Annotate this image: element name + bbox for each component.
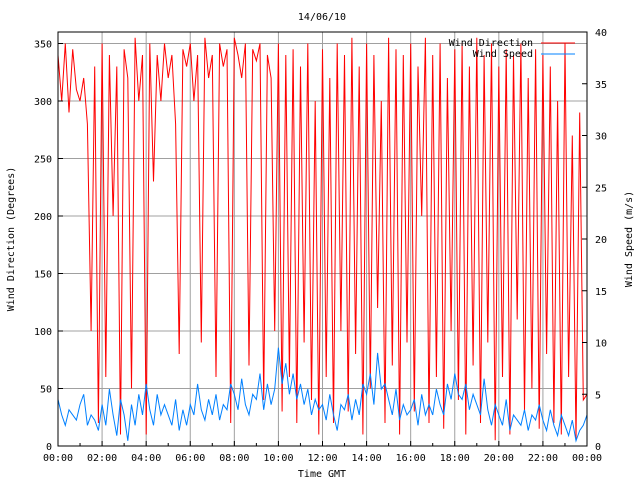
y2-tick-label: 15 — [595, 287, 607, 298]
y2-axis-label: Wind Speed (m/s) — [624, 191, 635, 287]
legend-label-wind-speed: Wind Speed — [473, 49, 533, 60]
y-axis-label: Wind Direction (Degrees) — [6, 167, 17, 312]
chart-title: 14/06/10 — [298, 12, 346, 23]
legend: Wind Direction Wind Speed — [449, 38, 575, 60]
x-tick-label: 12:00 — [307, 453, 337, 464]
y2-tick-label: 0 — [595, 442, 601, 453]
x-tick-label: 00:00 — [43, 453, 73, 464]
y2-tick-label: 20 — [595, 235, 607, 246]
y-tick-label: 0 — [46, 442, 52, 453]
y2-tick-label: 35 — [595, 80, 607, 91]
axes: 0 50 100 150 200 250 300 350 0 5 10 15 20 25 30 35 40 00:… — [34, 28, 607, 464]
y2-tick-label: 25 — [595, 183, 607, 194]
y-tick-label: 50 — [40, 385, 52, 396]
y-tick-label: 150 — [34, 270, 52, 281]
y2-tick-label: 5 — [595, 390, 601, 401]
y-tick-label: 250 — [34, 155, 52, 166]
x-tick-label: 10:00 — [263, 453, 293, 464]
x-tick-label: 22:00 — [528, 453, 558, 464]
y-tick-label: 300 — [34, 97, 52, 108]
x-tick-label: 06:00 — [175, 453, 205, 464]
y-tick-label: 100 — [34, 327, 52, 338]
series-line-wind-speed — [57, 347, 588, 443]
series-line-wind-direction — [57, 37, 588, 441]
x-tick-label: 20:00 — [484, 453, 514, 464]
x-tick-label: 16:00 — [396, 453, 426, 464]
y-tick-label: 200 — [34, 212, 52, 223]
y2-tick-label: 30 — [595, 132, 607, 143]
y-tick-label: 350 — [34, 40, 52, 51]
x-tick-label: 02:00 — [87, 453, 117, 464]
x-tick-label: 00:00 — [572, 453, 602, 464]
y2-tick-label: 40 — [595, 28, 607, 39]
x-axis-label: Time GMT — [298, 469, 346, 480]
y2-tick-label: 10 — [595, 339, 607, 350]
x-tick-label: 08:00 — [219, 453, 249, 464]
series-layer — [57, 37, 588, 443]
x-tick-label: 04:00 — [131, 453, 161, 464]
x-tick-label: 14:00 — [352, 453, 382, 464]
legend-label-wind-direction: Wind Direction — [449, 38, 533, 49]
x-tick-label: 18:00 — [440, 453, 470, 464]
